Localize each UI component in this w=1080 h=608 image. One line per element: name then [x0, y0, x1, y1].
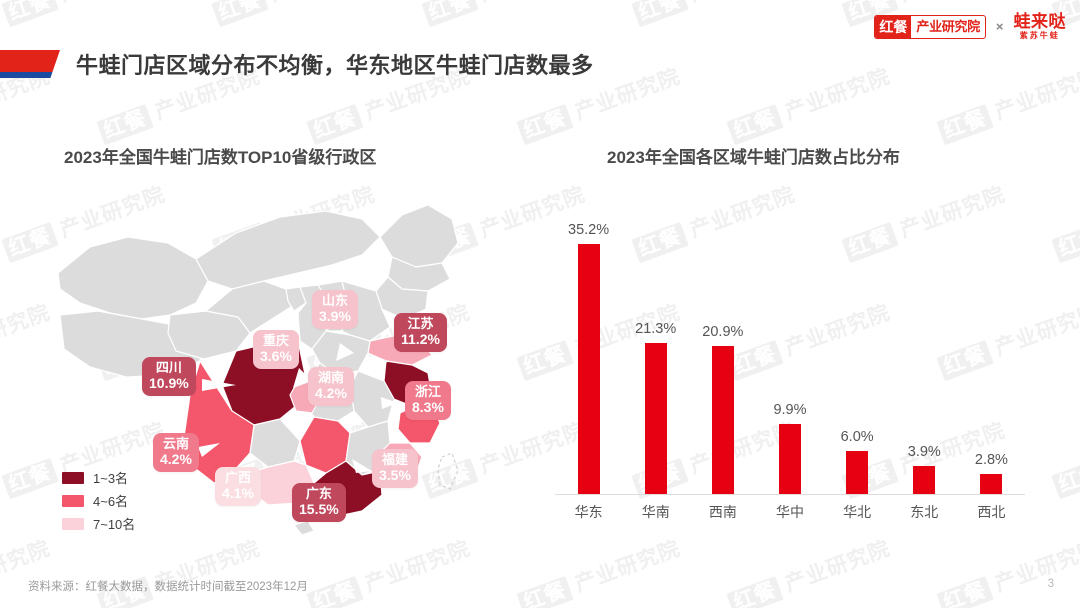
bar-column[interactable]: 35.2%: [549, 222, 629, 494]
watermark-text: 红餐 产业研究院: [420, 0, 589, 28]
hongcan-mark: 红餐: [875, 15, 912, 38]
bar-rect[interactable]: [913, 466, 936, 494]
watermark-text: 红餐 产业研究院: [515, 532, 684, 608]
watermark-text: 红餐 产业研究院: [935, 532, 1080, 608]
map-label-jiangsu: 江苏 11.2%: [394, 313, 447, 353]
bar-category-label: 华中: [776, 504, 804, 520]
watermark-text: 红餐 产业研究院: [630, 0, 799, 28]
map-label-sichuan: 四川 10.9%: [142, 357, 196, 397]
bar-column[interactable]: 21.3%: [616, 321, 696, 494]
bar-panel-title: 2023年全国各区域牛蛙门店数占比分布: [607, 148, 900, 167]
map-label-chongqing: 重庆 3.6%: [253, 330, 299, 370]
map-label-zhejiang: 浙江 8.3%: [405, 381, 451, 421]
bar-rect[interactable]: [980, 474, 1003, 494]
map-label-hunan: 湖南 4.2%: [308, 367, 354, 407]
bar-value-label: 3.9%: [907, 444, 941, 461]
watermark-text: 红餐 产业研究院: [305, 532, 474, 608]
bar-category-label: 华南: [641, 504, 670, 520]
bar-rect[interactable]: [779, 423, 801, 494]
map-panel-title: 2023年全国牛蛙门店数TOP10省级行政区: [64, 148, 377, 167]
watermark-text: 红餐 产业研究院: [725, 60, 894, 146]
walaida-subtitle: 紫苏牛蛙: [1019, 31, 1060, 40]
legend-label-rank-1-3: 1~3名: [93, 471, 129, 486]
bar-column[interactable]: 2.8%: [951, 452, 1031, 494]
bar-category-label: 西北: [977, 504, 1006, 520]
hongcan-words: 产业研究院: [916, 18, 980, 34]
bar-value-label: 6.0%: [840, 429, 874, 446]
region-share-bar-chart: 35.2% 华东 21.3% 华南 20.9% 西南 9.9% 华中 6.0% 华北 3.9% 东北 2…: [555, 200, 1035, 520]
walaida-logo: 蛙来哒 紫苏牛蛙: [1014, 13, 1067, 40]
map-legend: 1~3名 4~6名 7~10名: [62, 468, 135, 537]
bar-column[interactable]: 20.9%: [683, 324, 763, 494]
legend-label-rank-4-6: 4~6名: [93, 494, 129, 509]
watermark-text: 红餐 产业研究院: [725, 532, 894, 608]
legend-swatch-icon-dark: [62, 471, 84, 484]
source-note: 资料来源：红餐大数据，数据统计时间截至2023年12月: [28, 581, 308, 593]
map-label-fujian: 福建 3.5%: [372, 449, 418, 489]
legend-swatch-icon-mid: [62, 494, 84, 507]
walaida-name: 蛙来哒: [1013, 12, 1066, 31]
bar-value-label: 35.2%: [568, 222, 610, 238]
bar-value-label: 20.9%: [702, 323, 744, 340]
watermark-text: 红餐 产业研究院: [0, 0, 169, 28]
bar-value-label: 2.8%: [974, 452, 1008, 469]
watermark-text: 红餐 产业研究院: [0, 300, 54, 361]
legend-item-rank-7-10: 7~10名: [62, 514, 135, 533]
bar-rect[interactable]: [846, 451, 869, 494]
bar-column[interactable]: 3.9%: [884, 444, 964, 494]
watermark-text: 红餐 产业研究院: [95, 532, 264, 608]
legend-label-rank-7-10: 7~10名: [93, 517, 136, 532]
map-label-shandong: 山东 3.9%: [312, 290, 358, 330]
bar-category-label: 华北: [843, 504, 872, 520]
bar-rect[interactable]: [711, 345, 734, 494]
legend-item-rank-1-3: 1~3名: [62, 468, 135, 487]
legend-swatch-icon-light: [62, 517, 84, 530]
chart-baseline-axis: [555, 494, 1025, 495]
hongcan-logo: 红餐 产业研究院: [874, 14, 986, 39]
map-label-yunnan: 云南 4.2%: [153, 433, 199, 473]
bar-category-label: 华东: [574, 504, 603, 520]
legend-item-rank-4-6: 4~6名: [62, 491, 135, 510]
bar-category-label: 西南: [708, 504, 737, 520]
watermark-text: 红餐 产业研究院: [935, 60, 1080, 146]
page-number: 3: [1047, 578, 1054, 590]
bar-value-label: 21.3%: [635, 320, 677, 337]
brand-separator-icon: ×: [995, 19, 1004, 34]
page-title-row: 牛蛙门店区域分布不均衡，华东地区牛蛙门店数最多: [0, 48, 594, 80]
map-label-guangxi: 广西 4.1%: [215, 467, 261, 507]
watermark-text: 红餐 产业研究院: [1050, 414, 1080, 500]
bar-value-label: 9.9%: [773, 401, 807, 418]
watermark-text: 红餐 产业研究院: [0, 536, 54, 597]
bar-column[interactable]: 9.9%: [750, 402, 830, 494]
watermark-text: 红餐 产业研究院: [1050, 178, 1080, 264]
title-accent-marker: [0, 50, 60, 78]
bar-rect[interactable]: [644, 342, 667, 494]
bar-category-label: 东北: [910, 504, 939, 520]
map-label-guangdong: 广东 15.5%: [292, 483, 346, 523]
page-title: 牛蛙门店区域分布不均衡，华东地区牛蛙门店数最多: [76, 53, 594, 78]
bar-rect[interactable]: [577, 244, 600, 494]
watermark-text: 红餐 产业研究院: [210, 0, 379, 28]
header-brand-logos: 红餐 产业研究院 × 蛙来哒 紫苏牛蛙: [874, 13, 1066, 40]
